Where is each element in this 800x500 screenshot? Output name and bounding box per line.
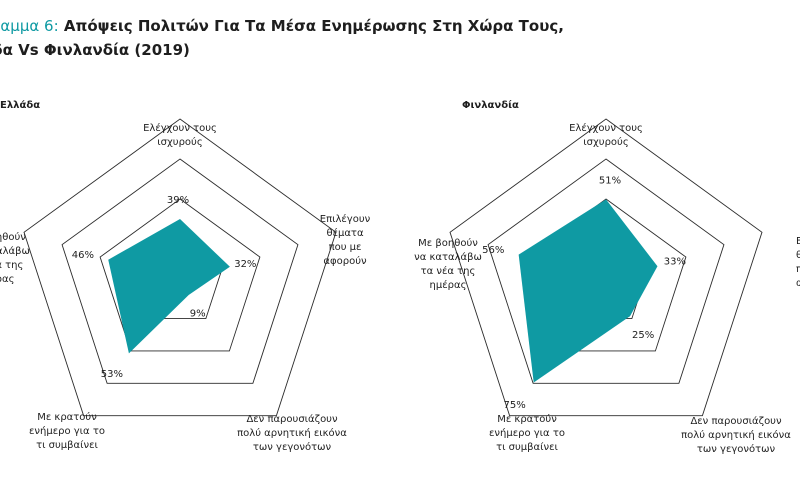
chart-title-line2: άδα Vs Φινλανδία (2019) [0, 41, 190, 59]
value-label: 56% [482, 245, 504, 256]
radar-chart-2: Φινλανδία 51% 33% 25% 75% 56% Ελέγχουν τους ισχ… [414, 99, 800, 455]
axis-label: Με κρατούν ενήμερο για το τι συμβαίνει [489, 413, 565, 453]
panel-title: Ελλάδα [0, 99, 40, 111]
value-label: 9% [190, 309, 206, 320]
grid-ring-2 [99, 198, 261, 352]
value-label: 75% [504, 400, 526, 411]
chart-title-prefix: γραμμα 6: [0, 17, 59, 35]
grid-ring-3 [61, 158, 299, 384]
value-label: 51% [599, 175, 621, 186]
chart-title-line1: Απόψεις Πολιτών Για Τα Μέσα Ενημέρωσης Σ… [63, 17, 564, 35]
axis-label: Ελέγχουν τους ισχυρούς [569, 122, 643, 148]
radar-chart-1: Ελλάδα 39% 32% 9% 53% 46% Ελέγχουν τους ισχυρού… [0, 99, 371, 453]
axis-label: Ελέγχουν τους ισχυρούς [143, 122, 217, 148]
value-label: 33% [664, 257, 686, 268]
value-label: 32% [234, 259, 256, 270]
panel-title: Φινλανδία [462, 99, 519, 111]
value-label: 46% [72, 250, 94, 261]
grid-ring-4 [449, 118, 763, 417]
data-area [108, 219, 230, 354]
value-label: 39% [167, 195, 189, 206]
grid-ring-3 [487, 158, 725, 384]
value-label: 25% [632, 330, 654, 341]
chart-title: γραμμα 6: Απόψεις Πολιτών Για Τα Μέσα Εν… [0, 14, 564, 62]
grid-ring-4 [23, 118, 337, 417]
value-label: 53% [101, 369, 123, 380]
axis-label: Με κρατούν ενήμερο για το τι συμβαίνει [29, 411, 105, 451]
axis-label: Δεν παρουσιάζουν πολύ αρνητική εικόνα των … [681, 415, 791, 455]
data-area [518, 199, 658, 383]
axis-label: Δεν παρουσιάζουν πολύ αρνητική εικόνα των … [237, 413, 347, 453]
